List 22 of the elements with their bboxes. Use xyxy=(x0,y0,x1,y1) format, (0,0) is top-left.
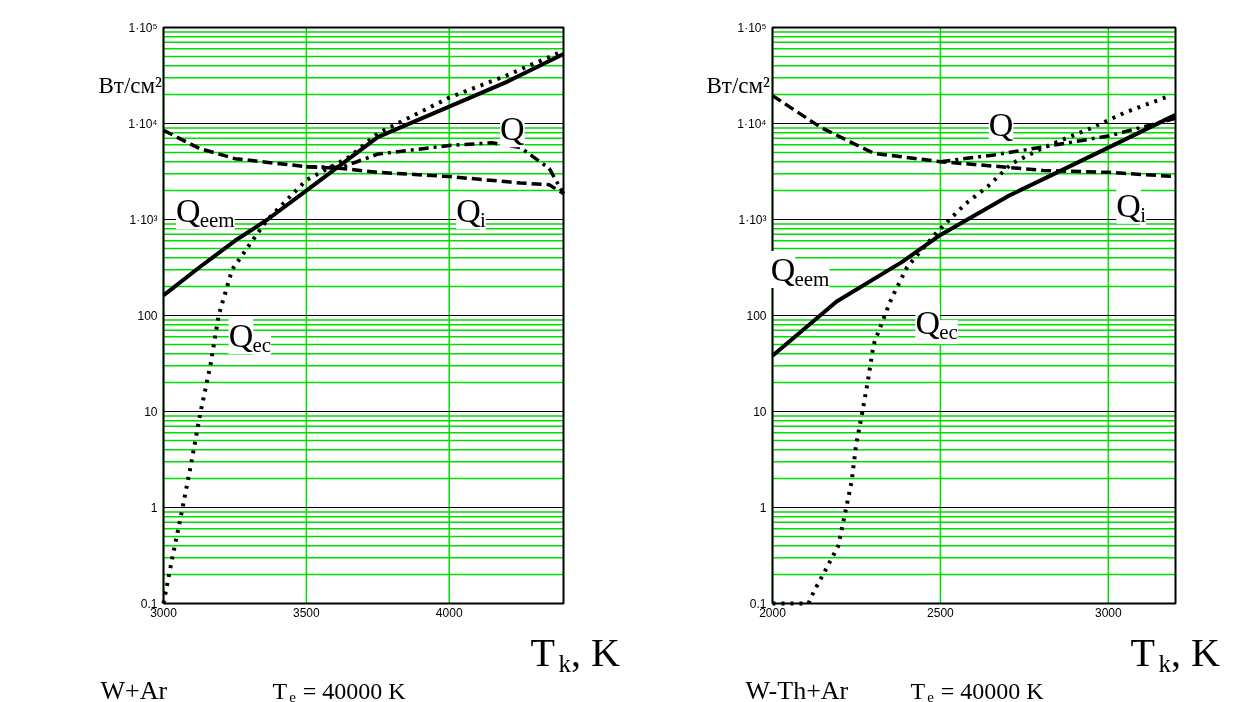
series-label: Q xyxy=(988,106,1014,144)
y-tick-label: 10 xyxy=(753,405,767,419)
y-tick-label: 100 xyxy=(746,309,767,323)
series-label: Q xyxy=(500,110,525,148)
y-tick-label: 1·10⁵ xyxy=(128,20,158,35)
text: W-Th+Ar xyxy=(745,676,849,702)
y-tick-label: 1·10³ xyxy=(738,212,767,227)
text: W+Ar xyxy=(100,676,168,702)
y-axis-title: Вт/см² xyxy=(98,73,163,98)
y-tick-label: 1·10⁴ xyxy=(737,116,767,131)
y-axis-title: Вт/см² xyxy=(706,73,771,98)
y-tick-label: 1·10³ xyxy=(129,212,158,227)
x-tick-label: 2500 xyxy=(927,605,955,620)
y-tick-label: 1·10⁵ xyxy=(737,20,767,35)
y-tick-label: 1 xyxy=(759,501,767,515)
x-tick-label: 3500 xyxy=(293,605,321,620)
x-tick-label: 4000 xyxy=(435,605,463,620)
x-tick-label: 3000 xyxy=(1094,605,1123,620)
y-tick-label: 1 xyxy=(150,501,158,515)
y-tick-label: 1·10⁴ xyxy=(128,116,158,131)
y-tick-label: 10 xyxy=(144,405,158,419)
y-tick-label: 100 xyxy=(137,309,158,323)
